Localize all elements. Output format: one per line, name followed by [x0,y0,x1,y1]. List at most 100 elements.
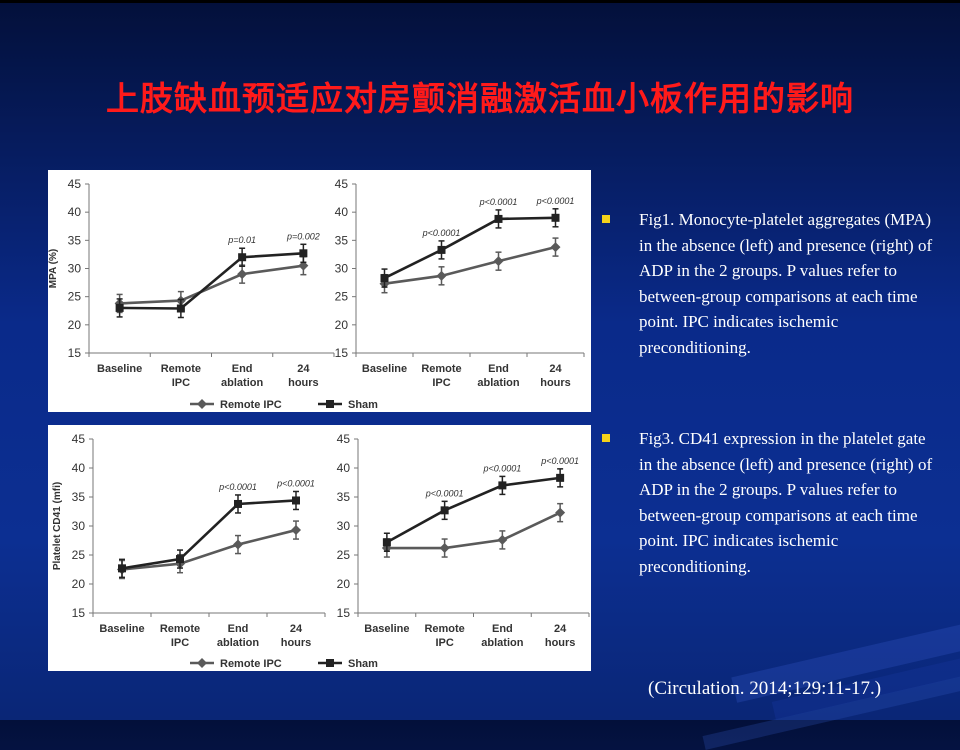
p-value-annotation: p<0.0001 [479,197,518,207]
legend-marker-diamond [197,658,207,668]
x-tick-label-line: hours [545,637,576,649]
data-point-square [118,564,126,573]
p-value-annotation: p<0.0001 [536,196,575,206]
top-border-line [0,0,960,3]
y-tick-label: 15 [337,606,351,620]
x-tick-label-line: IPC [435,637,453,649]
data-point-square [494,214,503,223]
y-tick-label: 25 [72,548,86,562]
y-tick-label: 40 [68,205,82,219]
x-tick-label: 24 hours [288,363,319,389]
y-tick-label: 45 [337,432,351,446]
x-tick-label-line: 24 [554,623,567,635]
data-point-square [556,473,565,482]
data-point-square [382,538,391,547]
y-tick-label: 35 [68,233,82,247]
x-tick-label-line: IPC [171,637,189,649]
x-tick-label-line: End [488,363,509,375]
bullet-text: Fig3. CD41 expression in the platelet ga… [639,429,933,576]
bullet-marker [602,215,610,223]
y-tick-label: 30 [68,262,82,276]
y-tick-label: 45 [72,432,86,446]
data-point-diamond [298,260,309,271]
x-tick-label-line: ablation [217,637,259,649]
x-tick-label-line: ablation [221,377,263,389]
p-value-annotation: p<0.0001 [425,488,464,498]
p-value-annotation: p=0.01 [227,235,256,245]
bullet-item-fig3: Fig3. CD41 expression in the platelet ga… [602,426,937,580]
legend-marker-square [326,659,334,667]
series-line-sham [121,499,297,570]
p-value-annotation: p<0.0001 [422,228,461,238]
data-point-diamond [493,256,504,267]
x-tick-label: End ablation [217,623,259,649]
series-line-sham [119,251,304,310]
y-tick-label: 30 [337,519,351,533]
p-value-annotation: p<0.0001 [540,456,579,466]
data-point-square [292,496,300,505]
bullet-text: Fig1. Monocyte-platelet aggregates (MPA)… [639,210,933,357]
y-tick-label: 25 [337,548,351,562]
data-point-square [551,213,560,222]
data-point-square [176,555,184,564]
figure-panel-fig1: 15 20 25 30 35 40 45 Baseline Remote IPC End ablati… [48,170,591,412]
p-value-annotation: p<0.0001 [276,478,315,488]
x-tick-label-line: End [228,623,249,635]
series-line-remote-ipc [119,264,304,305]
y-tick-label: 40 [335,205,349,219]
legend-label: Sham [348,399,378,411]
x-tick-label: Baseline [99,623,144,635]
y-tick-label: 40 [72,461,86,475]
series-line-sham [386,476,561,544]
x-tick-label-line: hours [281,637,312,649]
x-tick-label: End ablation [477,363,519,389]
data-point-diamond [555,507,566,518]
y-tick-label: 35 [72,490,86,504]
data-point-diamond [291,525,301,536]
x-tick-label: Baseline [364,623,409,635]
x-tick-label: End ablation [481,623,523,649]
x-tick-label-line: 24 [549,363,562,375]
data-point-square [498,481,507,490]
bullet-item-fig1: Fig1. Monocyte-platelet aggregates (MPA)… [602,207,937,361]
legend-label: Remote IPC [220,399,282,411]
x-tick-label-line: hours [540,377,571,389]
x-tick-label: Remote IPC [424,623,464,649]
x-tick-label-line: Remote [161,363,201,375]
p-value-annotation: p<0.0001 [218,482,257,492]
x-tick-label: 24 hours [545,623,576,649]
x-tick-label: 24 hours [281,623,312,649]
data-point-square [380,274,389,283]
y-tick-label: 15 [72,606,86,620]
data-point-diamond [497,534,508,545]
bullet-marker [602,434,610,442]
y-tick-label: 20 [68,318,82,332]
x-tick-label-line: IPC [432,377,450,389]
y-axis-label: MPA (%) [48,249,59,288]
data-point-square [238,253,247,262]
figure-panel-fig3: 15 20 25 30 35 40 45 Baseline Remote IPC End ablati… [48,425,591,671]
y-tick-label: 30 [72,519,86,533]
x-tick-label: Remote IPC [160,623,200,649]
data-point-diamond [436,270,447,281]
data-point-square [440,506,449,515]
x-tick-label-line: 24 [290,623,303,635]
x-tick-label-line: ablation [477,377,519,389]
x-tick-label-line: Remote [424,623,464,635]
y-axis-label: Platelet CD41 (mfi) [52,482,63,570]
y-tick-label: 15 [335,346,349,360]
y-tick-label: 15 [68,346,82,360]
x-tick-label-line: Remote [421,363,461,375]
series-line-remote-ipc [384,245,556,285]
fig1-chart-svg: 15 20 25 30 35 40 45 Baseline Remote IPC End ablati… [48,177,585,411]
legend-label: Remote IPC [220,658,282,670]
x-tick-label-line: 24 [297,363,310,375]
y-tick-label: 45 [68,177,82,191]
data-point-square [115,303,124,312]
y-tick-label: 30 [335,262,349,276]
data-point-diamond [550,242,561,253]
y-tick-label: 35 [335,233,349,247]
x-tick-label: 24 hours [540,363,571,389]
x-tick-label-line: End [492,623,513,635]
legend-marker-square [326,400,334,408]
